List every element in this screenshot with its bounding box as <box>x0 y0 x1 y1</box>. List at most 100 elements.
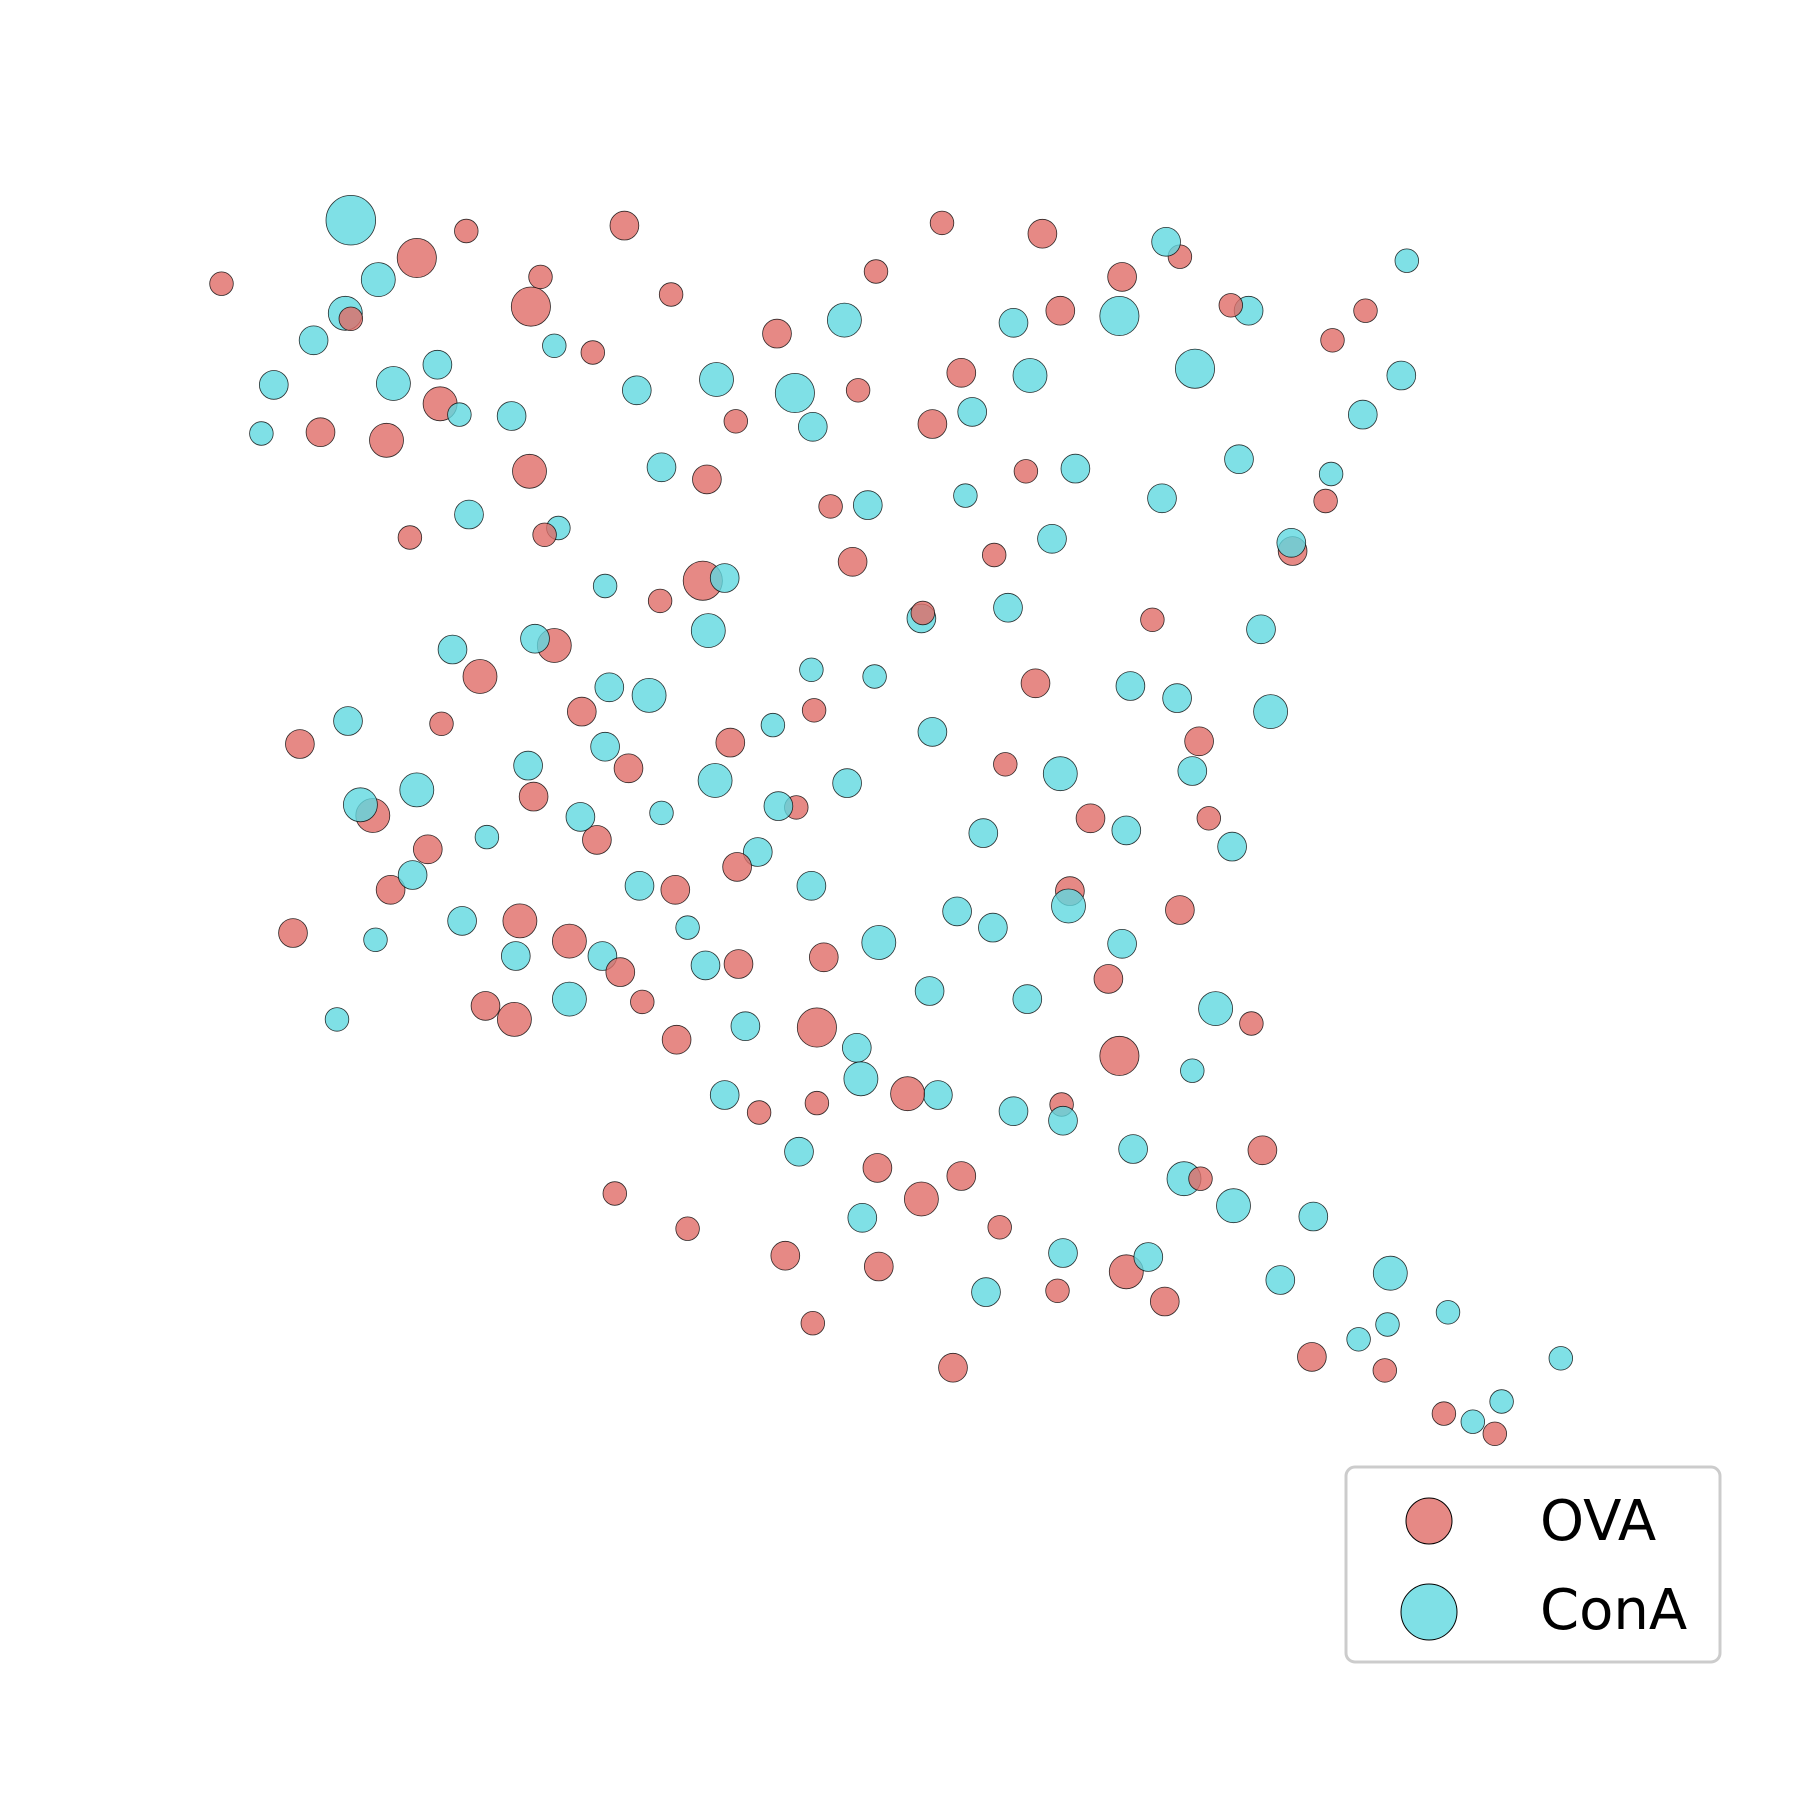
point-cona-102 <box>968 818 999 848</box>
point-cona-65 <box>1216 1188 1251 1224</box>
point-cona-81 <box>520 623 550 654</box>
point-ova-59 <box>1297 1342 1327 1372</box>
point-cona-112 <box>1375 1312 1400 1337</box>
point-cona-48 <box>861 925 897 960</box>
point-ova-24 <box>412 834 443 865</box>
point-ova-49 <box>715 727 746 758</box>
point-cona-1 <box>360 262 396 298</box>
point-cona-12 <box>957 397 987 427</box>
point-cona-103 <box>1111 815 1142 846</box>
point-ova-62 <box>1482 1421 1508 1447</box>
point-cona-108 <box>649 800 674 826</box>
point-ova-74 <box>305 417 336 448</box>
point-cona-20 <box>1175 348 1216 389</box>
point-cona-37 <box>832 768 862 798</box>
point-cona-79 <box>690 950 721 981</box>
point-cona-23 <box>852 490 883 520</box>
point-cona-106 <box>914 976 945 1006</box>
point-ova-18 <box>462 659 498 694</box>
point-ova-79 <box>1140 607 1165 633</box>
point-ova-21 <box>613 753 644 784</box>
point-ova-64 <box>800 1310 826 1336</box>
point-cona-69 <box>1548 1346 1574 1371</box>
point-cona-24 <box>709 563 740 593</box>
point-cona-6 <box>542 333 567 359</box>
point-cona-58 <box>841 1033 872 1063</box>
point-cona-32 <box>399 772 435 808</box>
point-cona-109 <box>474 824 500 850</box>
point-cona-88 <box>1246 614 1276 645</box>
point-ova-68 <box>863 1251 894 1282</box>
point-ova-94 <box>429 711 454 737</box>
point-ova-82 <box>528 264 553 290</box>
point-ova-46 <box>1020 668 1051 699</box>
point-ova-90 <box>630 989 655 1015</box>
point-ova-51 <box>470 991 501 1021</box>
point-ova-70 <box>993 752 1018 777</box>
point-cona-76 <box>847 1203 878 1233</box>
point-ova-61 <box>1431 1401 1457 1426</box>
point-cona-51 <box>624 870 655 901</box>
point-cona-39 <box>1042 756 1078 792</box>
point-ova-89 <box>582 825 612 855</box>
point-cona-89 <box>1276 527 1307 558</box>
point-ova-25 <box>375 874 406 905</box>
legend-label-cona: ConA <box>1540 1578 1687 1643</box>
point-ova-57 <box>1108 1254 1144 1290</box>
point-ova-75 <box>658 282 684 307</box>
point-cona-38 <box>917 717 948 747</box>
point-ova-8 <box>692 464 722 495</box>
point-cona-104 <box>1107 928 1137 959</box>
point-ova-67 <box>770 1240 801 1271</box>
point-ova-3 <box>609 210 640 241</box>
point-cona-107 <box>675 915 700 940</box>
point-cona-111 <box>324 1007 350 1032</box>
point-ova-66 <box>602 1181 628 1206</box>
point-ova-96 <box>723 409 749 434</box>
point-cona-91 <box>1348 399 1378 430</box>
point-cona-72 <box>1265 1265 1296 1295</box>
point-cona-94 <box>953 483 978 508</box>
point-ova-14 <box>1107 262 1137 292</box>
point-ova-42 <box>1165 895 1195 925</box>
point-ova-43 <box>1093 964 1124 994</box>
point-ova-36 <box>890 1076 925 1112</box>
point-cona-27 <box>631 678 667 713</box>
point-ova-0 <box>209 271 234 296</box>
point-ova-60 <box>1372 1358 1398 1383</box>
point-cona-77 <box>784 1136 814 1167</box>
point-ova-39 <box>946 1161 977 1191</box>
legend-label-ova: OVA <box>1540 1489 1656 1554</box>
point-cona-97 <box>422 349 453 380</box>
point-cona-99 <box>258 370 289 400</box>
point-cona-14 <box>998 307 1029 338</box>
point-cona-26 <box>690 613 726 648</box>
point-cona-42 <box>1253 694 1288 729</box>
point-ova-97 <box>532 522 557 548</box>
point-ova-6 <box>369 422 404 458</box>
point-cona-19 <box>1386 360 1417 391</box>
point-cona-86 <box>993 592 1023 623</box>
point-cona-5 <box>447 402 472 427</box>
point-cona-49 <box>796 870 827 901</box>
point-cona-9 <box>774 372 815 413</box>
point-cona-30 <box>333 706 363 736</box>
point-ova-77 <box>845 378 871 403</box>
point-ova-53 <box>1247 1135 1278 1166</box>
point-cona-44 <box>1198 991 1233 1026</box>
point-cona-33 <box>513 750 543 781</box>
point-ova-86 <box>1218 293 1244 318</box>
point-cona-18 <box>1394 248 1420 273</box>
point-cona-87 <box>1115 671 1146 701</box>
point-cona-110 <box>363 927 388 953</box>
point-ova-26 <box>502 903 538 939</box>
point-cona-31 <box>342 787 378 823</box>
point-ova-23 <box>285 729 315 759</box>
point-cona-63 <box>1118 1134 1148 1164</box>
point-ova-32 <box>497 1002 532 1037</box>
point-ova-54 <box>1188 1166 1213 1191</box>
point-cona-10 <box>621 375 652 406</box>
point-ova-40 <box>1099 1035 1140 1076</box>
point-ova-52 <box>278 918 308 948</box>
point-ova-80 <box>338 306 364 332</box>
